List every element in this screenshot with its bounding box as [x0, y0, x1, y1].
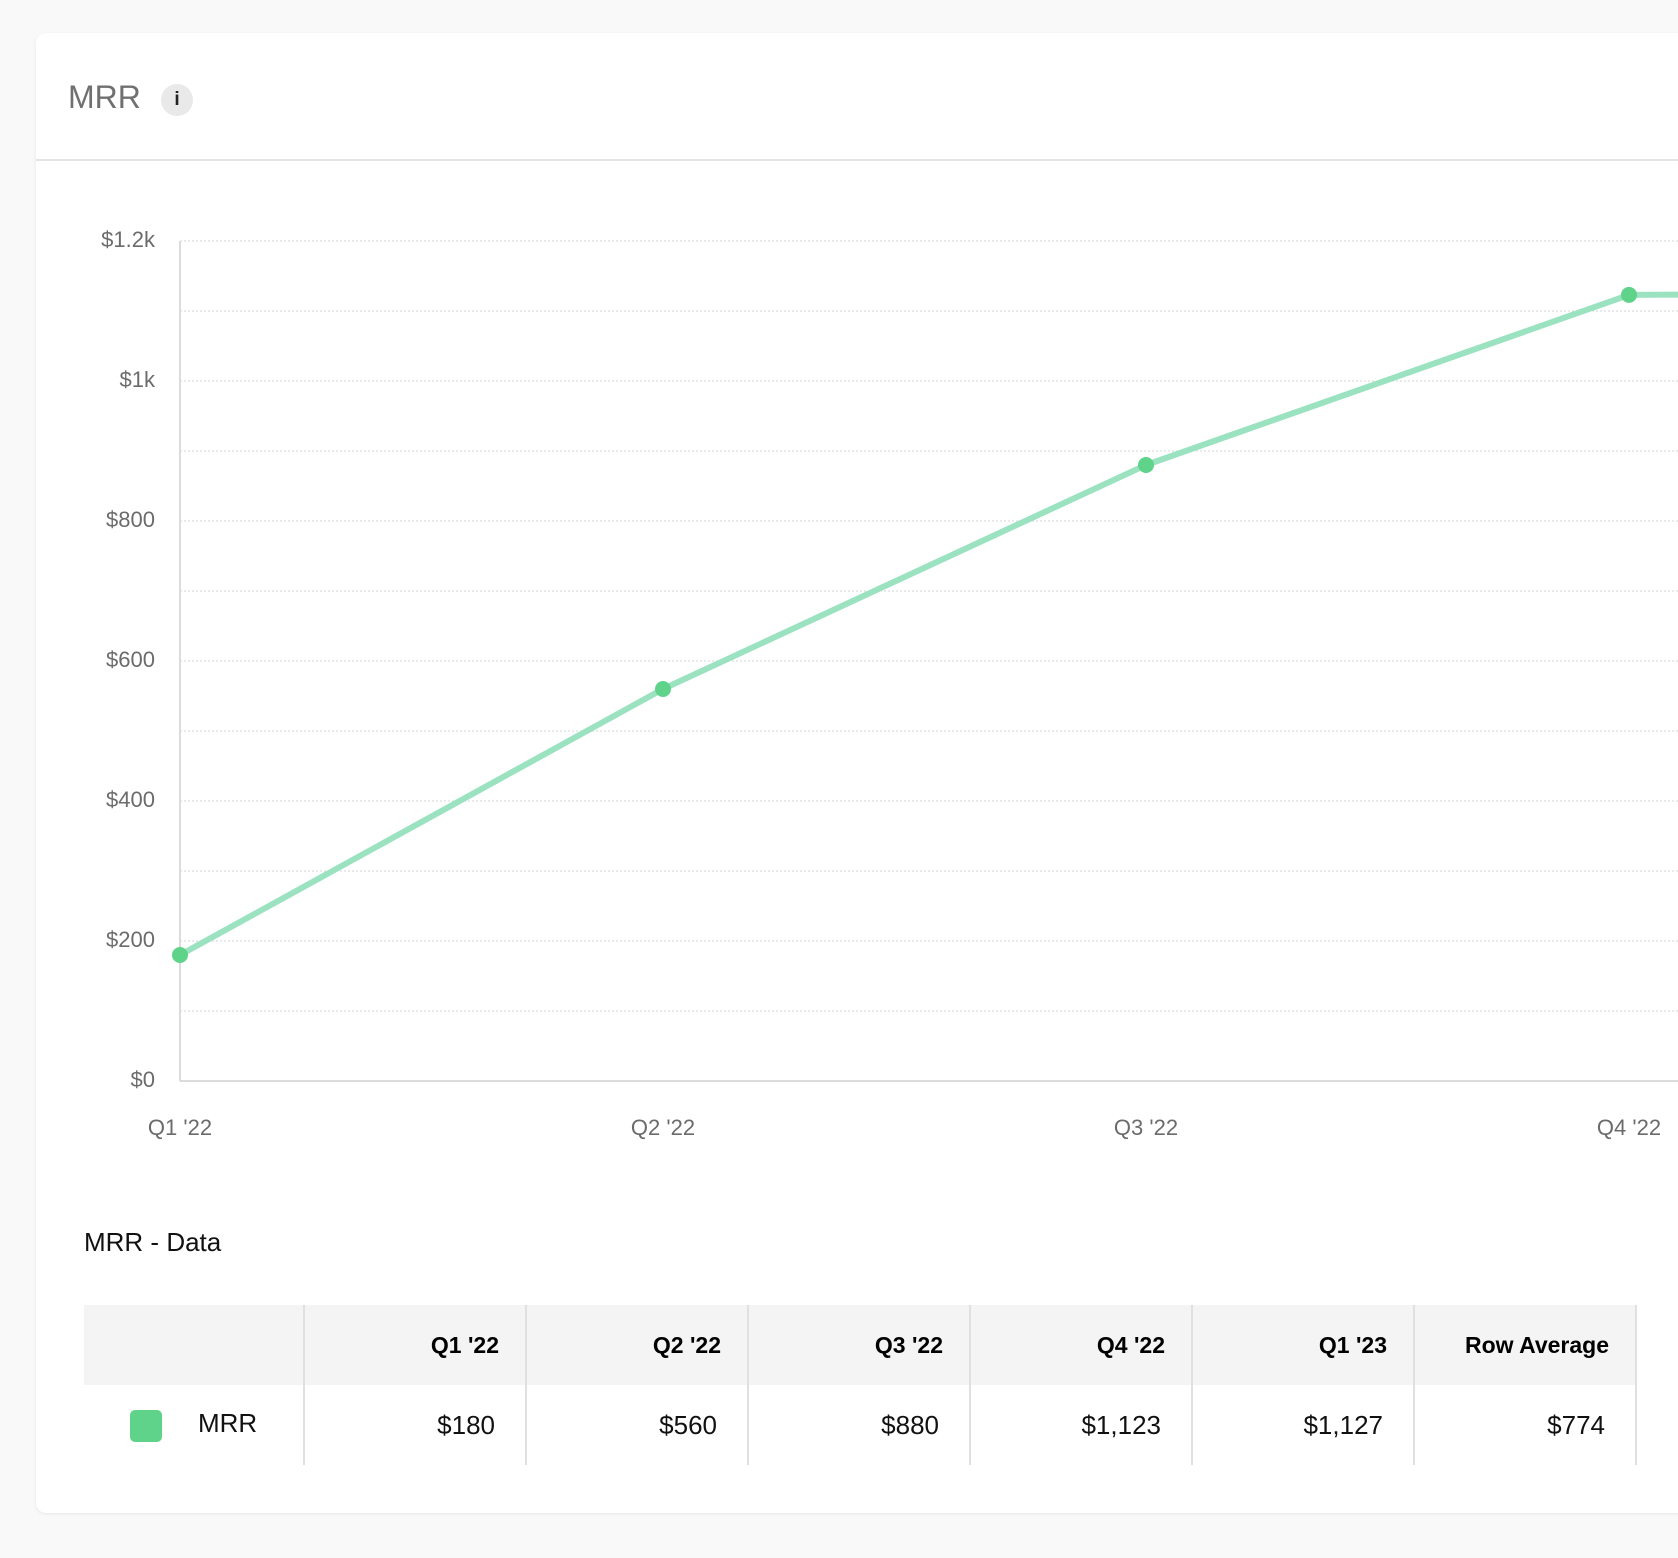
x-tick-label: Q4 '22: [1597, 1115, 1661, 1140]
cell: $880: [747, 1385, 970, 1465]
corner-cell: [84, 1305, 304, 1385]
y-tick-label: $600: [106, 647, 155, 672]
point: [655, 681, 671, 697]
header-row: Q1 '22 Q2 '22 Q3 '22 Q4 '22 Q1 '23 Row Averag…: [84, 1305, 1637, 1385]
line: [178, 291, 1678, 958]
y-tick-label: $0: [131, 1067, 155, 1092]
chart: $0 $200 $400 $600 $800 $1k $1.2k Q1 '22 Q2 '22 Q3…: [101, 227, 1678, 1140]
chart-title: MRR: [68, 79, 141, 115]
data-table: Q1 '22 Q2 '22 Q3 '22 Q4 '22 Q1 '23 Row Averag…: [84, 1305, 1637, 1465]
y-tick-label: $1.2k: [101, 227, 156, 252]
cell: $180: [303, 1385, 526, 1465]
column-header: Q2 '22: [525, 1305, 748, 1385]
table-title: MRR - Data: [84, 1227, 222, 1257]
column-header: Row Average: [1413, 1305, 1637, 1385]
cell: $1,127: [1191, 1385, 1414, 1465]
cell: $560: [525, 1385, 748, 1465]
column-header: Q3 '22: [747, 1305, 970, 1385]
card-header: MRR i: [36, 33, 1678, 161]
color-swatch: [130, 1409, 162, 1442]
cell: $1,123: [969, 1385, 1192, 1465]
y-tick-label: $1k: [120, 367, 156, 392]
x-tick-label: Q2 '22: [631, 1115, 695, 1140]
column-header: Q1 '22: [303, 1305, 526, 1385]
x-tick-label: Q1 '22: [148, 1115, 212, 1140]
point: [1621, 286, 1637, 303]
column-header: Q1 '23: [1191, 1305, 1414, 1385]
y-tick-label: $400: [106, 787, 155, 812]
y-tick-label: $200: [106, 927, 155, 952]
x-tick-label: Q3 '22: [1114, 1115, 1178, 1140]
row-label-cell: MRR: [84, 1385, 304, 1465]
point: [1138, 457, 1154, 473]
point: [172, 947, 188, 963]
cell: $774: [1413, 1385, 1637, 1465]
chart-card: $0 $200 $400 $600 $800 $1k $1.2k Q1 '22 Q2 '22 Q3…: [36, 33, 1678, 1513]
data-row: MRR $180 $560 $880 $1,123 $1,127 $774: [84, 1385, 1637, 1465]
column-header: Q4 '22: [969, 1305, 1192, 1385]
info-icon[interactable]: i: [161, 84, 193, 116]
y-tick-label: $800: [106, 507, 155, 532]
row-label: MRR: [198, 1408, 258, 1439]
